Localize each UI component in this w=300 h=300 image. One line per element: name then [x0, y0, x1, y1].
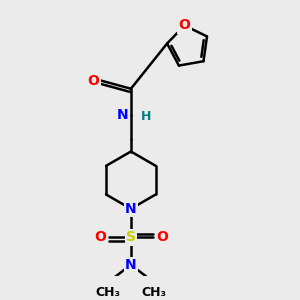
Text: N: N [117, 108, 129, 122]
Text: O: O [94, 230, 106, 244]
Text: N: N [125, 258, 137, 272]
Text: O: O [156, 230, 168, 244]
Text: N: N [125, 202, 137, 216]
Text: O: O [178, 19, 190, 32]
Text: CH₃: CH₃ [95, 286, 120, 299]
Text: O: O [88, 74, 100, 88]
Text: S: S [126, 230, 136, 244]
Text: H: H [141, 110, 152, 122]
Text: CH₃: CH₃ [142, 286, 167, 299]
